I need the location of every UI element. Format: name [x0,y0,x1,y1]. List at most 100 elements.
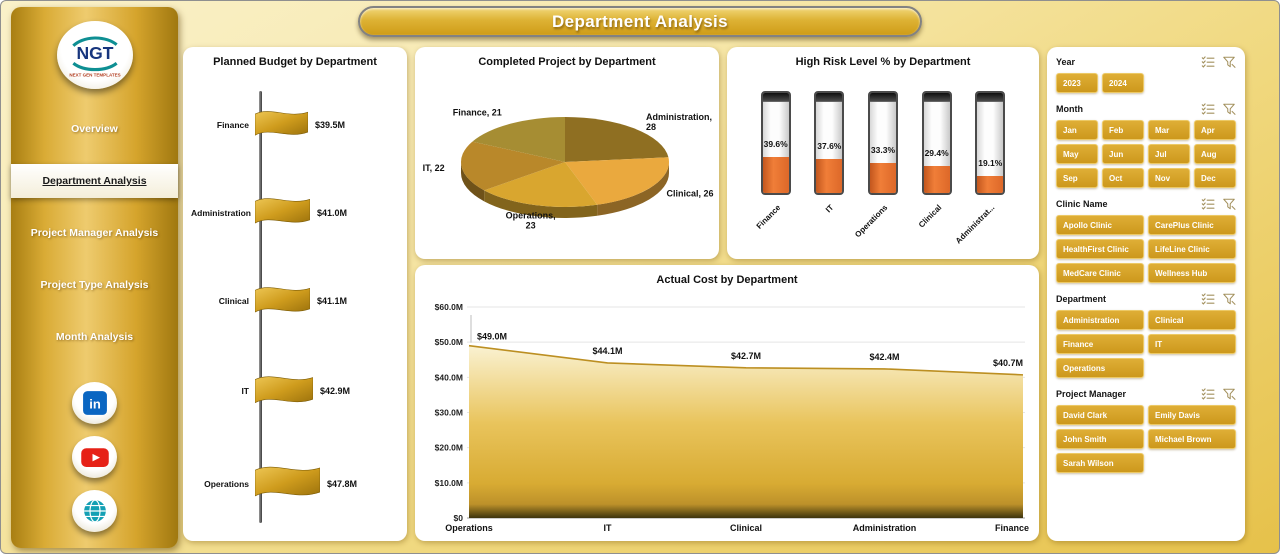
pie-slice-operations[interactable] [484,162,598,207]
filter-option-it[interactable]: IT [1148,334,1236,354]
filter-label: Department [1056,294,1107,304]
risk-value-label: 37.6% [817,141,842,151]
sidebar-item-month-analysis[interactable]: Month Analysis [55,331,134,343]
battery-cap-icon [923,93,950,102]
logo[interactable]: NGT NEXT GEN TEMPLATES [56,21,133,89]
flag-row-administration: Administration $41.0M [191,196,401,229]
sidebar: NGT NEXT GEN TEMPLATES Overview Departmen… [11,7,178,548]
select-all-icon[interactable] [1201,197,1215,211]
flag-category-label: IT [241,386,249,397]
battery-cap-icon [762,93,789,102]
filter-option-sarah-wilson[interactable]: Sarah Wilson [1056,453,1144,473]
filter-option-feb[interactable]: Feb [1102,120,1144,140]
filter-option-michael-brown[interactable]: Michael Brown [1148,429,1236,449]
flag-row-clinical: Clinical $41.1M [191,285,401,318]
planned-budget-chart: Finance $39.5M Administration $41.0M Clinica… [183,77,407,535]
youtube-icon [80,448,109,467]
risk-bars: 39.6% Finance 37.6% IT 33.3% Operations 29.4% C… [737,91,1029,259]
filter-option-clinical[interactable]: Clinical [1148,310,1236,330]
risk-bar-operations: 33.3% Operations [853,91,898,259]
pie-label-clinical: Clinical, 26 [666,189,713,199]
filter-panel: Year 2023 2024 Month Jan Feb Mar Apr May Jun Jul Au… [1047,47,1245,541]
ngt-logo-icon: NGT NEXT GEN TEMPLATES [69,36,120,78]
sidebar-item-project-manager-analysis[interactable]: Project Manager Analysis [30,227,159,239]
clear-filter-icon[interactable] [1222,292,1236,306]
sidebar-item-overview[interactable]: Overview [71,123,118,135]
sidebar-item-department-analysis[interactable]: Department Analysis [11,164,178,198]
flag-value-label: $47.8M [327,478,358,489]
clear-filter-icon[interactable] [1222,387,1236,401]
filter-header: Year [1056,55,1236,69]
filter-option-sep[interactable]: Sep [1056,168,1098,188]
pie-slice-it[interactable] [461,141,565,191]
pie-slice-finance[interactable] [472,117,565,162]
pie-label-operations: Operations, 23 [506,211,556,231]
filter-section-clinic-name: Clinic Name Apollo Clinic CarePlus Clinic H… [1056,197,1236,283]
filter-option-jul[interactable]: Jul [1148,144,1190,164]
risk-value-label: 33.3% [870,145,896,155]
filter-option-john-smith[interactable]: John Smith [1056,429,1144,449]
cost-data-label-operations: $49.0M [477,332,507,342]
filter-option-medcare-clinic[interactable]: MedCare Clinic [1056,263,1144,283]
youtube-link[interactable] [72,436,117,478]
filter-option-mar[interactable]: Mar [1148,120,1190,140]
select-all-icon[interactable] [1201,292,1215,306]
linkedin-icon: in [82,391,107,415]
clear-filter-icon[interactable] [1222,55,1236,69]
filter-section-month: Month Jan Feb Mar Apr May Jun Jul Aug Sep Oct Nov De… [1056,102,1236,188]
filter-option-oct[interactable]: Oct [1102,168,1144,188]
filter-option-2023[interactable]: 2023 [1056,73,1098,93]
filter-header: Clinic Name [1056,197,1236,211]
filter-option-may[interactable]: May [1056,144,1098,164]
filter-option-finance[interactable]: Finance [1056,334,1144,354]
filter-option-healthfirst-clinic[interactable]: HealthFirst Clinic [1056,239,1144,259]
select-all-icon[interactable] [1201,102,1215,116]
battery-cap-icon [977,93,1004,102]
filter-option-lifeline-clinic[interactable]: LifeLine Clinic [1148,239,1236,259]
filter-options: Apollo Clinic CarePlus Clinic HealthFirst … [1056,215,1236,283]
filter-option-emily-davis[interactable]: Emily Davis [1148,405,1236,425]
pie-slice-clinical[interactable] [565,157,669,205]
flag-category-label: Clinical [218,296,249,307]
filter-option-administration[interactable]: Administration [1056,310,1144,330]
filter-option-wellness-hub[interactable]: Wellness Hub [1148,263,1236,283]
social-links: in [72,382,117,532]
clear-filter-icon[interactable] [1222,197,1236,211]
planned-budget-panel: Planned Budget by Department Finance $39.… [183,47,407,541]
flag-row-finance: Finance $39.5M [191,109,401,141]
y-axis-tick: $10.0M [435,478,463,488]
battery-cap-icon [869,93,896,102]
filter-option-dec[interactable]: Dec [1194,168,1236,188]
filter-option-jun[interactable]: Jun [1102,144,1144,164]
filter-option-aug[interactable]: Aug [1194,144,1236,164]
flag-icon [255,376,313,403]
filter-option-apr[interactable]: Apr [1194,120,1236,140]
flag-value-label: $42.9M [320,386,351,397]
filter-header: Department [1056,292,1236,306]
filter-option-apollo-clinic[interactable]: Apollo Clinic [1056,215,1144,235]
filter-option-jan[interactable]: Jan [1056,120,1098,140]
filter-option-2024[interactable]: 2024 [1102,73,1144,93]
actual-cost-title: Actual Cost by Department [656,274,798,286]
filter-option-david-clark[interactable]: David Clark [1056,405,1144,425]
filter-option-nov[interactable]: Nov [1148,168,1190,188]
completed-project-panel: Completed Project by Department Administ… [415,47,719,259]
filter-option-careplus-clinic[interactable]: CarePlus Clinic [1148,215,1236,235]
x-axis-label-operations: Operations [445,523,493,533]
filter-section-department: Department Administration Clinical Finance I… [1056,292,1236,378]
clear-filter-icon[interactable] [1222,102,1236,116]
select-all-icon[interactable] [1201,55,1215,69]
flag-category-label: Finance [216,119,249,130]
sidebar-item-project-type-analysis[interactable]: Project Type Analysis [40,279,149,291]
website-link[interactable] [72,490,117,532]
sidebar-nav: Overview Department Analysis Project Manag… [11,103,178,363]
linkedin-link[interactable]: in [72,382,117,424]
filter-options: 2023 2024 [1056,73,1236,93]
y-axis-tick: $40.0M [435,372,463,382]
select-all-icon[interactable] [1201,387,1215,401]
pie-slice-administration[interactable] [565,117,669,162]
flag-category-label: Operations [204,478,249,489]
filter-option-operations[interactable]: Operations [1056,358,1144,378]
flag-icon [255,110,308,136]
flag-value-label: $39.5M [315,119,346,130]
